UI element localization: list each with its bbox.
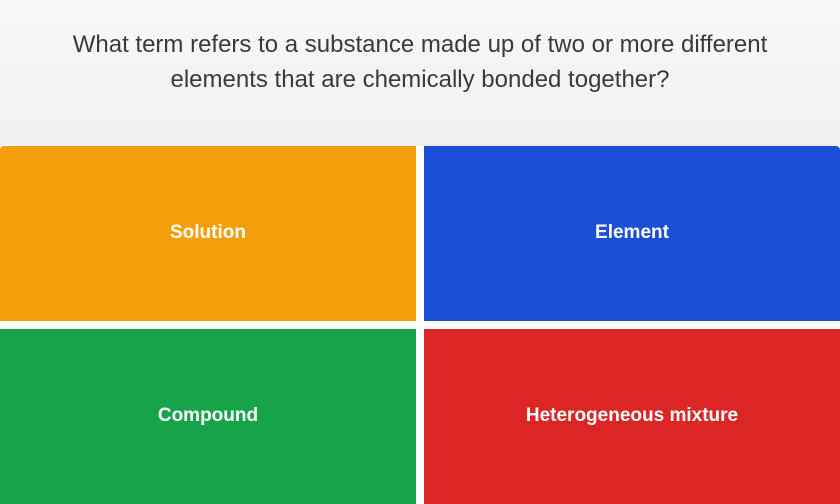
answer-label: Heterogeneous mixture (526, 405, 738, 427)
answer-tile-1[interactable]: Solution (0, 146, 416, 321)
answer-label: Compound (158, 405, 258, 427)
answer-label: Element (595, 222, 669, 244)
answer-label: Solution (170, 222, 246, 244)
answers-grid: Solution Element Compound Heterogeneous … (0, 146, 840, 504)
question-text: What term refers to a substance made up … (40, 28, 800, 98)
answer-tile-4[interactable]: Heterogeneous mixture (424, 329, 840, 504)
question-area: What term refers to a substance made up … (0, 0, 840, 146)
answer-tile-3[interactable]: Compound (0, 329, 416, 504)
answer-tile-2[interactable]: Element (424, 146, 840, 321)
